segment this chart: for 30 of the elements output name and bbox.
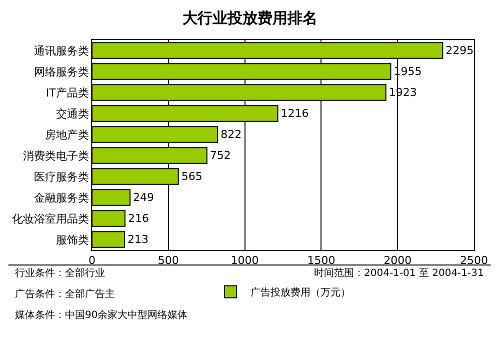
y-tick-label: 交通类	[56, 107, 89, 120]
y-tick-label: 房地产类	[44, 128, 89, 142]
data-label: 213	[128, 233, 149, 246]
data-label: 1216	[280, 107, 309, 120]
data-label: 822	[220, 128, 242, 142]
x-tick-label: 1500	[307, 254, 336, 268]
y-tick-label: 化妆浴室用品类	[12, 212, 89, 226]
y-tick-label: 服饰类	[56, 233, 89, 246]
x-tick-label: 2000	[384, 254, 412, 268]
x-tick-label: 2500	[460, 254, 488, 268]
text: 媒体条件：中国90余家大中型网络媒体	[15, 309, 188, 321]
y-tick-label: IT产品类	[46, 86, 89, 100]
data-label: 2295	[446, 44, 474, 58]
text: 广告条件：全部广告主	[15, 288, 115, 300]
y-tick-label: 医疗服务类	[34, 170, 89, 184]
y-tick-label: 金融服务类	[34, 191, 89, 204]
y-tick-label: 消费类电子类	[22, 149, 89, 162]
y-tick-label: 通讯服务类	[34, 44, 89, 58]
y-tick-label: 网络服务类	[34, 65, 89, 78]
data-label: 216	[128, 212, 149, 226]
chart-title: 大行业投放费用排名	[182, 8, 318, 27]
x-tick-label: 0	[88, 254, 96, 268]
x-tick-label: 1000	[230, 254, 259, 268]
data-label: 249	[133, 191, 154, 204]
x-tick-label: 500	[158, 254, 179, 268]
data-label: 565	[181, 170, 202, 184]
data-label: 752	[210, 149, 231, 162]
text: 行业条件：全部行业	[15, 267, 105, 279]
text: 时间范围：2004-1-01 至 2004-1-31	[314, 267, 484, 279]
legend-label: 广告投放费用（万元）	[250, 286, 350, 299]
